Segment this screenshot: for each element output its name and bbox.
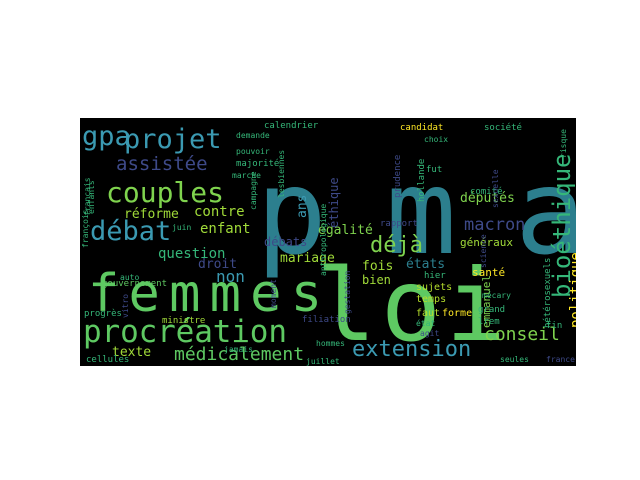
word-rapport: rapport bbox=[380, 219, 418, 229]
word-cloud: pma loi femmes procréation couples débat proje… bbox=[80, 118, 576, 366]
word-extension: extension bbox=[352, 337, 471, 362]
word-pma: pma bbox=[256, 143, 576, 281]
word-réforme: réforme bbox=[124, 207, 179, 222]
word-conseil: conseil bbox=[484, 324, 560, 345]
word-bioéthique: bioéthique bbox=[548, 154, 576, 299]
word-mariage: mariage bbox=[280, 251, 335, 266]
word-loi: loi bbox=[316, 247, 506, 364]
word-états: états bbox=[406, 257, 445, 272]
word-ans: ans bbox=[295, 195, 310, 218]
word-jamais: jamais bbox=[224, 345, 253, 354]
word-forme: forme bbox=[442, 308, 472, 319]
word-progrès: progrès bbox=[84, 308, 122, 319]
word-fin: fin bbox=[546, 321, 562, 331]
word-assistée: assistée bbox=[116, 153, 208, 175]
word-demande: demande bbox=[236, 131, 270, 140]
word-médicalement: médicalement bbox=[174, 344, 304, 365]
word-majorité: majorité bbox=[236, 158, 279, 169]
word-débats: débats bbox=[264, 235, 307, 249]
word-juin: juin bbox=[172, 223, 191, 232]
word-contre: contre bbox=[194, 204, 245, 220]
word-sexuelle: sexuelle bbox=[491, 169, 500, 208]
word-comité: comité bbox=[470, 186, 503, 197]
word-fut: fut bbox=[426, 165, 442, 175]
word-lrem: lrem bbox=[478, 317, 500, 327]
word-sujets: sujets bbox=[416, 282, 452, 293]
word-généraux: généraux bbox=[460, 236, 513, 249]
word-projet: projet bbox=[124, 124, 222, 155]
word-anthropologique: anthropologique bbox=[319, 204, 328, 276]
word-enfant: enfant bbox=[200, 221, 251, 237]
word-agit: agit bbox=[420, 329, 439, 338]
word-éthique: éthique bbox=[327, 177, 341, 228]
word-calendrier: calendrier bbox=[264, 121, 319, 131]
word-ministre: ministre bbox=[162, 316, 205, 326]
word-prudence: prudence bbox=[393, 155, 403, 198]
word-santé: santé bbox=[472, 266, 505, 279]
word-cellules: cellules bbox=[86, 355, 129, 365]
word-mécary: mécary bbox=[482, 290, 511, 300]
word-jour: jour bbox=[142, 365, 161, 366]
word-cloud-canvas: pmaloifemmesprocréationcouplesdébatproje… bbox=[81, 121, 576, 366]
word-enfants: enfants bbox=[87, 180, 96, 214]
word-science: science bbox=[479, 234, 488, 268]
word-auto: auto bbox=[120, 273, 139, 282]
word-débat: débat bbox=[90, 216, 171, 247]
word-hommes: hommes bbox=[316, 339, 345, 348]
word-mesure: mesure bbox=[162, 365, 191, 366]
word-texte: texte bbox=[112, 345, 151, 360]
word-candidat: candidat bbox=[400, 123, 443, 133]
word-campagne: campagne bbox=[249, 171, 258, 210]
word-moment: moment bbox=[269, 279, 278, 308]
word-france: france bbox=[546, 355, 575, 364]
word-société: société bbox=[484, 122, 522, 133]
word-filiation: filiation bbox=[302, 315, 351, 325]
word-hier: hier bbox=[424, 271, 446, 281]
word-fois: fois bbox=[362, 259, 393, 274]
word-emmanuel: emmanuel bbox=[480, 275, 493, 328]
word-macron: macron bbox=[464, 215, 525, 235]
word-temps: temps bbox=[416, 294, 446, 305]
word-gpa: gpa bbox=[82, 121, 131, 152]
word-bien: bien bbox=[362, 273, 391, 287]
word-politique: politique bbox=[568, 252, 576, 328]
word-couples: couples bbox=[106, 176, 224, 209]
word-gouvernement: gouvernement bbox=[102, 279, 167, 289]
word-françois: françois bbox=[81, 209, 90, 248]
word-gestation: gestation bbox=[343, 270, 352, 314]
word-état: état bbox=[416, 318, 435, 328]
word-droit: droit bbox=[198, 257, 237, 272]
word-vitro: vitro bbox=[121, 294, 130, 318]
word-non: non bbox=[216, 267, 245, 286]
word-hollande: hollande bbox=[417, 159, 427, 202]
word-lesbiennes: lesbiennes bbox=[277, 150, 286, 198]
word-grand: grand bbox=[478, 305, 505, 315]
word-français: français bbox=[83, 177, 92, 216]
word-procréation: procréation bbox=[83, 314, 287, 350]
word-déjà: déjà bbox=[370, 233, 423, 258]
word-égalité: égalité bbox=[318, 223, 373, 238]
word-choix: choix bbox=[424, 135, 448, 144]
word-seules: seules bbox=[500, 355, 529, 364]
word-hétérosexuels: hétérosexuels bbox=[542, 258, 553, 328]
word-marche: marche bbox=[232, 171, 261, 180]
word-risque: risque bbox=[559, 129, 568, 158]
word-question: question bbox=[158, 246, 225, 262]
word-faut: faut bbox=[416, 308, 440, 319]
word-pouvoir: pouvoir bbox=[236, 147, 270, 156]
word-juillet: juillet bbox=[306, 357, 340, 366]
word-députés: députés bbox=[460, 191, 515, 206]
